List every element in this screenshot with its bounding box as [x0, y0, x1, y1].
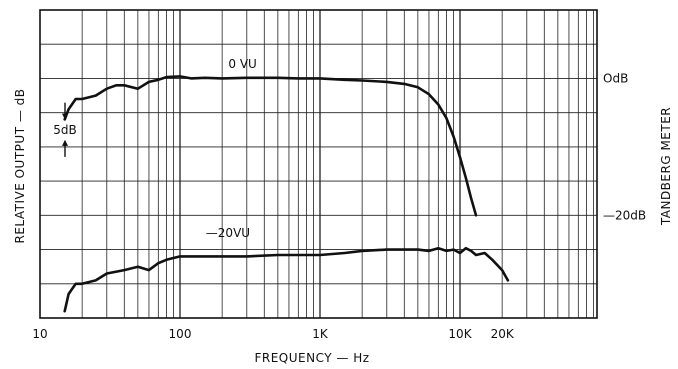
annotation-text: 5dB	[53, 123, 76, 137]
plot-frame	[39, 9, 598, 319]
series-label: —20VU	[206, 226, 250, 240]
annotation-text-bg	[49, 120, 79, 137]
y-axis-label: RELATIVE OUTPUT — dB	[13, 88, 27, 243]
annotation-arrowhead-up	[62, 139, 68, 146]
series-line-minus20vu	[63, 246, 510, 313]
labels-group: 10 100 1K 10K 20K OdB —20dB 0 VU —20VU	[32, 57, 646, 341]
right-axis-label: TANDBERG METER	[659, 107, 673, 226]
x-axis-label: FREQUENCY — Hz	[254, 351, 369, 365]
x-tick-label: 100	[169, 327, 192, 341]
series-label: 0 VU	[228, 57, 256, 71]
five-db-annotation: 5dB	[49, 102, 79, 157]
x-tick-label: 20K	[491, 327, 515, 341]
annotation-arrowhead-down	[62, 113, 68, 120]
x-tick-label: 10K	[448, 327, 472, 341]
right-tick-label: —20dB	[603, 208, 646, 222]
series-line-0vu	[63, 75, 478, 217]
x-tick-label: 10	[32, 327, 47, 341]
series-group	[63, 75, 510, 313]
x-tick-label: 1K	[312, 327, 329, 341]
grid	[40, 10, 597, 318]
right-tick-label: OdB	[603, 71, 628, 85]
